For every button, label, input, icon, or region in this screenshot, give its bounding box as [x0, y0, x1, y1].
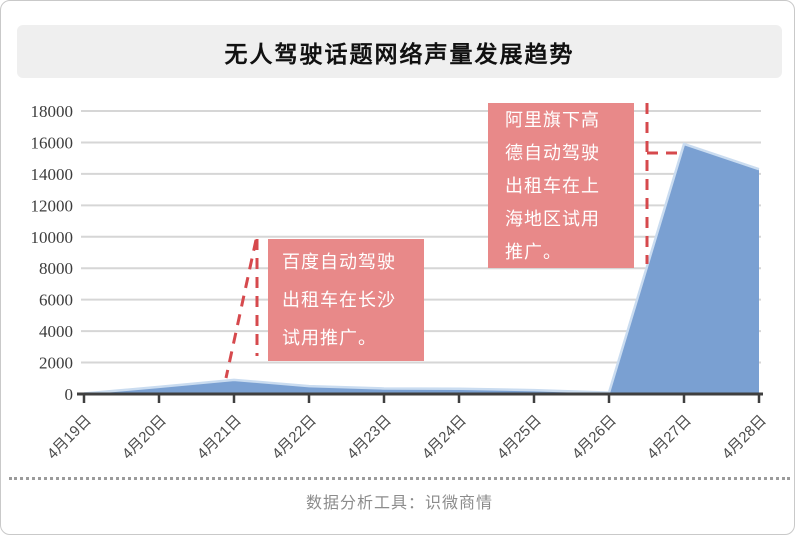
- annotation-gaode-shanghai: 阿里旗下高德自动驾驶出租车在上海地区试用推广。: [488, 103, 634, 268]
- y-axis-tick-label: 18000: [31, 102, 74, 121]
- y-axis-tick-label: 12000: [31, 196, 74, 215]
- x-axis-tick-label: 4月25日: [494, 412, 545, 463]
- x-axis-tick-label: 4月23日: [344, 412, 395, 463]
- x-axis-tick-label: 4月19日: [44, 412, 95, 463]
- area-series-line: [83, 142, 760, 395]
- x-axis-tick-label: 4月24日: [419, 412, 470, 463]
- y-axis-tick-label: 2000: [39, 354, 73, 373]
- chart-title-bar: 无人驾驶话题网络声量发展趋势: [17, 25, 782, 78]
- x-axis-tick-label: 4月26日: [569, 412, 620, 463]
- y-axis-tick-label: 6000: [39, 291, 73, 310]
- annotation-baidu-changsha: 百度自动驾驶出租车在长沙试用推广。: [268, 239, 424, 361]
- x-axis-tick-label: 4月20日: [119, 412, 170, 463]
- annotation-leader-line: [224, 239, 258, 379]
- footer-source-text: 数据分析工具：识微商情: [305, 495, 493, 512]
- x-axis-tick-label: 4月21日: [194, 412, 245, 463]
- area-series: [84, 144, 759, 394]
- y-axis-tick-label: 0: [65, 385, 74, 404]
- trend-area-chart: 0 2000 4000 6000 8000 10000 12000 14000 16000 180…: [31, 102, 770, 463]
- x-axis-tick-label: 4月27日: [644, 412, 695, 463]
- page-title: 无人驾驶话题网络声量发展趋势: [224, 40, 575, 67]
- x-axis-tick-label: 4月28日: [719, 412, 770, 463]
- y-axis-tick-label: 14000: [31, 165, 74, 184]
- y-axis-tick-label: 8000: [39, 259, 73, 278]
- y-axis-tick-label: 16000: [31, 133, 74, 152]
- y-axis-tick-label: 10000: [31, 228, 74, 247]
- footer-divider: [9, 477, 790, 480]
- x-axis-tick-label: 4月22日: [269, 412, 320, 463]
- y-axis-tick-label: 4000: [39, 322, 73, 341]
